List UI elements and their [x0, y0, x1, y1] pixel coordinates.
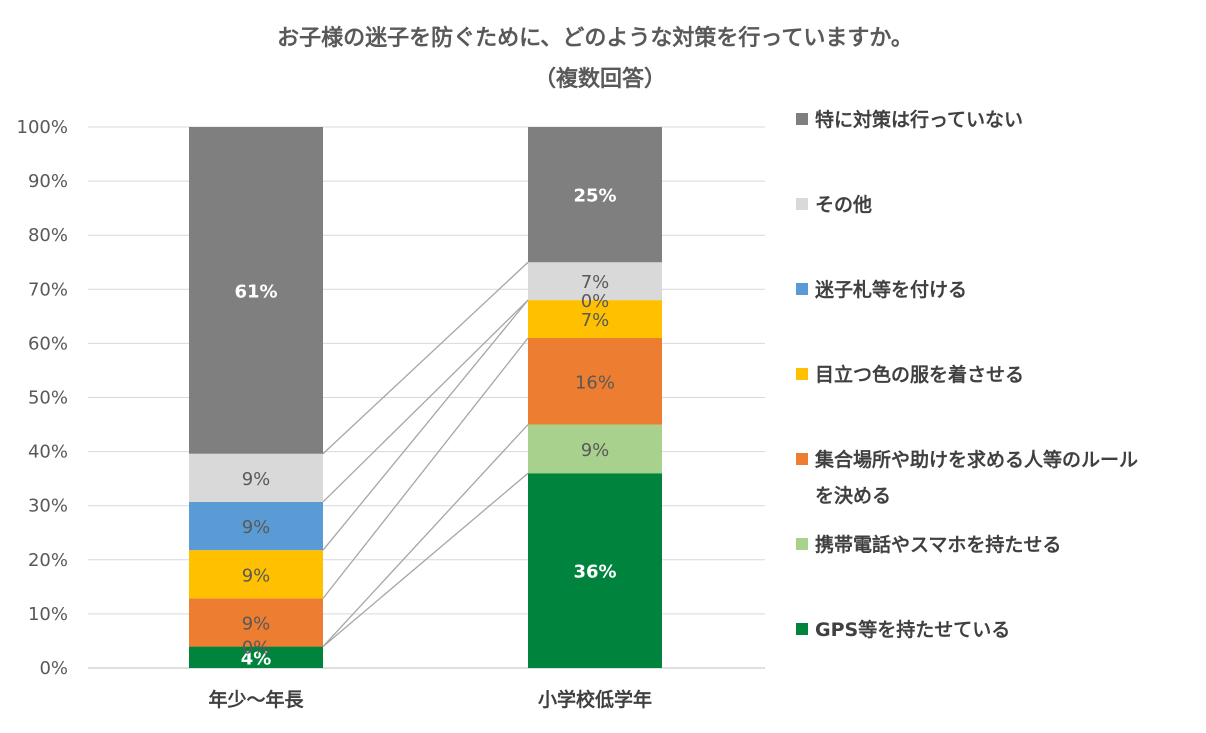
- bar-segment: [189, 598, 323, 647]
- data-label: 36%: [573, 562, 616, 583]
- series-connector-line: [322, 424, 529, 648]
- legend-label: 集合場所や助けを求める人等のルール: [814, 448, 1138, 471]
- series-connector-line: [322, 337, 529, 599]
- y-tick-label: 100%: [17, 117, 68, 138]
- data-label: 7%: [581, 310, 610, 331]
- y-tick-label: 0%: [39, 658, 68, 679]
- series-connector-line: [322, 299, 529, 551]
- legend: 特に対策は行っていないその他迷子札等を付ける目立つ色の服を着させる集合場所や助け…: [796, 108, 1138, 641]
- legend-label: その他: [815, 193, 872, 216]
- x-axis: 年少～年長 小学校低学年: [208, 688, 652, 711]
- legend-swatch: [796, 453, 808, 465]
- legend-label: を決める: [815, 485, 891, 507]
- bar-segment: [528, 473, 662, 668]
- data-label: 25%: [573, 186, 616, 207]
- legend-swatch: [796, 113, 808, 125]
- legend-swatch: [796, 198, 808, 210]
- chart-subtitle: （複数回答）: [534, 66, 666, 92]
- y-tick-label: 20%: [28, 550, 68, 571]
- y-tick-label: 50%: [28, 388, 68, 409]
- y-tick-label: 10%: [28, 604, 68, 625]
- bar-segment: [528, 300, 662, 338]
- bar-segment: [528, 262, 662, 301]
- y-tick-label: 30%: [28, 496, 68, 517]
- data-label: 9%: [242, 565, 271, 586]
- y-axis: 0% 10% 20% 30% 40% 50% 60% 70% 80% 90% 100%: [17, 117, 68, 679]
- data-label: 9%: [581, 440, 610, 461]
- legend-swatch: [796, 623, 808, 635]
- x-category-label: 年少～年長: [208, 688, 304, 711]
- bar-segment: [189, 646, 323, 668]
- bar-segment: [528, 127, 662, 263]
- legend-swatch: [796, 283, 808, 295]
- data-label: 9%: [242, 613, 271, 634]
- y-tick-label: 90%: [28, 171, 68, 192]
- x-category-label: 小学校低学年: [538, 688, 652, 711]
- y-tick-label: 80%: [28, 225, 68, 246]
- series-connector-line: [322, 472, 529, 648]
- y-tick-label: 60%: [28, 333, 68, 354]
- series-connector-line: [322, 261, 529, 455]
- legend-swatch: [796, 368, 808, 380]
- legend-label: 携帯電話やスマホを持たせる: [815, 533, 1061, 556]
- bar-segment: [528, 337, 662, 425]
- series-connectors: [322, 261, 529, 648]
- legend-label: 迷子札等を付ける: [814, 278, 967, 301]
- chart-title: お子様の迷子を防ぐために、どのような対策を行っていますか。: [277, 25, 913, 51]
- bar-segment: [189, 550, 323, 599]
- y-tick-label: 40%: [28, 442, 68, 463]
- legend-swatch: [796, 538, 808, 550]
- data-label: 9%: [242, 469, 271, 490]
- data-label: 0%: [242, 638, 271, 659]
- bar-segment: [189, 501, 323, 551]
- data-labels: 4%0%9%9%9%9%61%36%9%16%7%0%7%25%: [234, 186, 616, 670]
- data-label: 9%: [242, 517, 271, 538]
- bar-segment: [189, 453, 323, 502]
- series-connector-line: [322, 299, 529, 503]
- data-label: 7%: [581, 272, 610, 293]
- data-label: 16%: [575, 372, 615, 393]
- bar-segment: [528, 424, 662, 474]
- y-tick-label: 70%: [28, 279, 68, 300]
- bar-segment: [189, 127, 323, 454]
- data-label: 61%: [234, 281, 277, 302]
- legend-label: 目立つ色の服を着させる: [815, 363, 1024, 386]
- bars: [189, 127, 662, 668]
- legend-label: 特に対策は行っていない: [815, 108, 1023, 131]
- data-label: 0%: [581, 291, 610, 312]
- data-label: 4%: [241, 648, 272, 669]
- legend-label: GPS等を持たせている: [815, 618, 1010, 641]
